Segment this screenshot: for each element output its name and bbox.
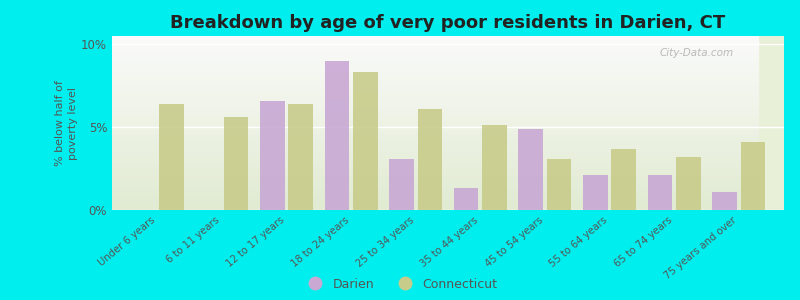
Bar [260, 100, 285, 210]
Bar [454, 188, 478, 210]
Bar [583, 175, 608, 210]
Bar [112, 81, 758, 85]
Bar [112, 182, 758, 186]
Bar [112, 36, 758, 40]
Bar [112, 206, 758, 210]
Bar [112, 172, 758, 175]
Bar [112, 154, 758, 158]
Legend: Darien, Connecticut: Darien, Connecticut [302, 278, 498, 291]
Bar [325, 61, 349, 210]
Bar [611, 149, 636, 210]
Bar [712, 192, 737, 210]
Bar [112, 119, 758, 123]
Bar [112, 140, 758, 144]
Bar [112, 130, 758, 134]
Bar [418, 109, 442, 210]
Bar [518, 129, 543, 210]
Bar [112, 144, 758, 147]
Bar [112, 200, 758, 203]
Bar [112, 151, 758, 154]
Y-axis label: % below half of
poverty level: % below half of poverty level [55, 80, 78, 166]
Bar [112, 134, 758, 137]
Title: Breakdown by age of very poor residents in Darien, CT: Breakdown by age of very poor residents … [170, 14, 726, 32]
Bar [353, 73, 378, 210]
Bar [112, 88, 758, 92]
Bar [112, 50, 758, 53]
Bar [112, 196, 758, 200]
Bar [159, 104, 184, 210]
Bar [676, 157, 701, 210]
Bar [112, 57, 758, 60]
Bar [112, 74, 758, 78]
Bar [112, 116, 758, 119]
Bar [112, 78, 758, 81]
Bar [112, 193, 758, 196]
Bar [112, 71, 758, 74]
Bar [741, 142, 766, 210]
Bar [112, 102, 758, 106]
Bar [112, 95, 758, 99]
Bar [112, 179, 758, 182]
Bar [112, 203, 758, 206]
Text: City-Data.com: City-Data.com [659, 48, 734, 58]
Bar [112, 168, 758, 172]
Bar [112, 161, 758, 165]
Bar [482, 125, 507, 210]
Bar [112, 40, 758, 43]
Bar [112, 46, 758, 50]
Bar [112, 158, 758, 161]
Bar [224, 117, 248, 210]
Bar [112, 85, 758, 88]
Bar [112, 175, 758, 179]
Bar [112, 106, 758, 109]
Bar [112, 43, 758, 46]
Bar [289, 104, 313, 210]
Bar [112, 99, 758, 102]
Bar [547, 159, 571, 210]
Bar [390, 159, 414, 210]
Bar [112, 127, 758, 130]
Bar [112, 67, 758, 71]
Bar [112, 112, 758, 116]
Bar [112, 53, 758, 57]
Bar [112, 186, 758, 189]
Bar [112, 60, 758, 64]
Bar [112, 189, 758, 193]
Bar [112, 137, 758, 140]
Bar [112, 123, 758, 127]
Bar [112, 147, 758, 151]
Bar [112, 64, 758, 67]
Bar [112, 165, 758, 168]
Bar [648, 175, 672, 210]
Bar [112, 109, 758, 112]
Bar [112, 92, 758, 95]
